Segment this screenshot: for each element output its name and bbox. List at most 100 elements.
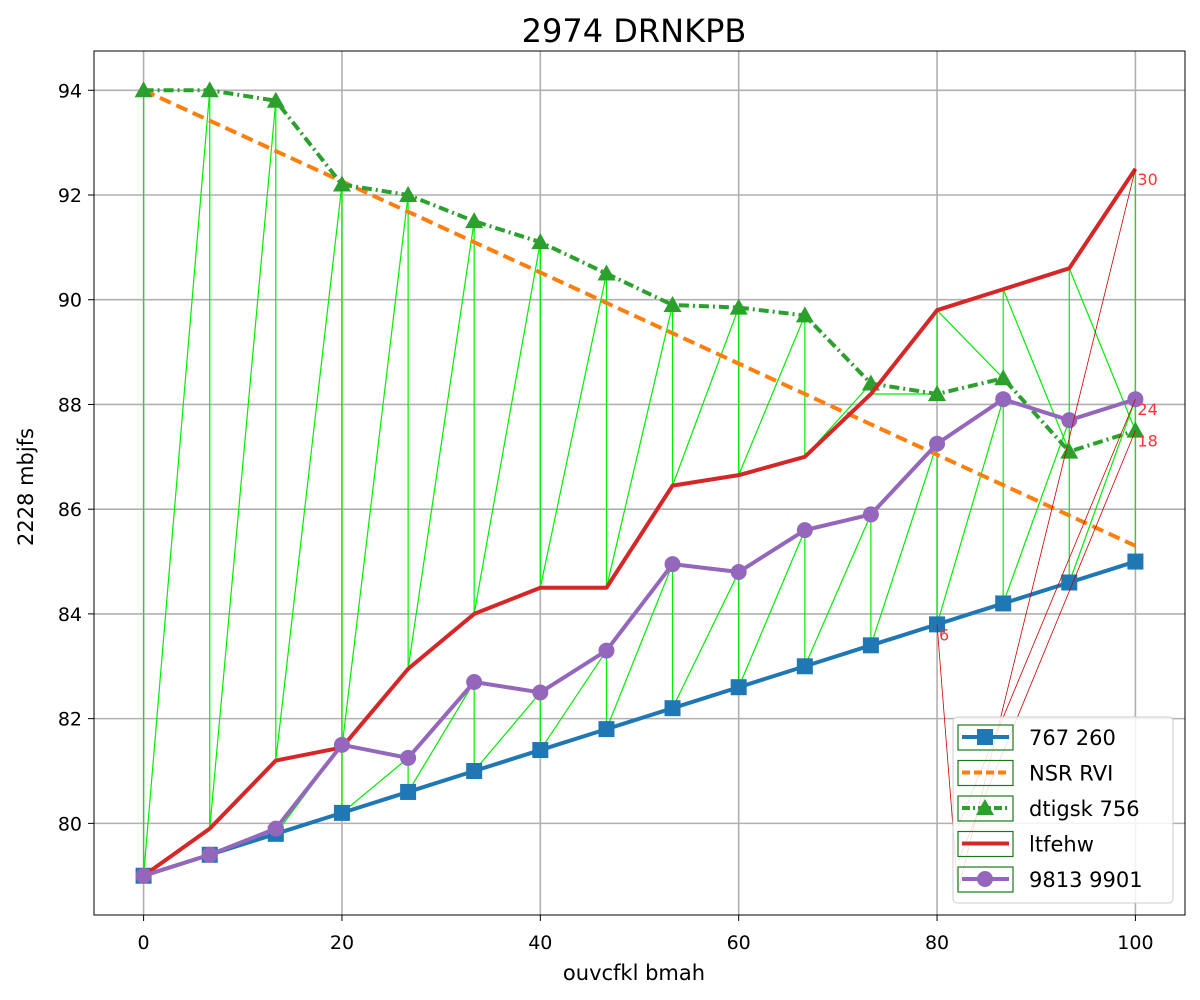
data-point <box>465 212 484 229</box>
series-0 <box>135 553 1144 884</box>
connector-line <box>142 90 211 876</box>
data-point <box>929 435 946 452</box>
series-2 <box>134 81 1145 459</box>
legend-item: dtigsk 756 <box>957 795 1140 822</box>
connector-line <box>738 529 806 688</box>
data-point <box>532 684 549 701</box>
y-tick-label: 94 <box>58 80 82 102</box>
data-point <box>531 233 550 250</box>
data-point <box>399 186 418 202</box>
legend-swatch-frame <box>957 830 1014 858</box>
data-point <box>663 295 682 312</box>
plot-frame <box>93 50 1186 916</box>
series-layer <box>134 81 1145 884</box>
legend-swatch-frame <box>957 795 1014 822</box>
data-point <box>466 763 483 779</box>
y-tick-label: 84 <box>58 604 82 626</box>
data-point <box>862 506 879 523</box>
data-point <box>134 81 153 98</box>
legend: 767 260 NSR RVI dtigsk 756 ltfehw 9813 9901 <box>952 716 1174 904</box>
connector-line <box>1002 419 1070 604</box>
connector-line <box>605 563 674 730</box>
connector-line <box>275 184 343 761</box>
legend-swatch-frame <box>957 866 1014 893</box>
y-tick-label: 86 <box>58 499 82 521</box>
connector-line <box>671 307 740 486</box>
connector-line <box>209 100 277 829</box>
series-line <box>142 397 1137 878</box>
legend-item: ltfehw <box>957 830 1094 858</box>
chart-title: 2974 DRNKPB <box>522 12 747 50</box>
legend-marker <box>977 729 993 745</box>
data-point <box>796 522 813 539</box>
connector-line <box>473 692 541 772</box>
legend-marker <box>977 871 993 887</box>
data-point <box>135 867 152 884</box>
connector-line <box>936 399 1004 625</box>
data-point <box>267 820 284 837</box>
series-line <box>143 88 1137 454</box>
connector-line <box>738 315 806 476</box>
connector-line <box>671 571 740 709</box>
connector-line <box>1068 399 1136 583</box>
data-point <box>598 721 615 738</box>
x-tick-label: 40 <box>528 932 552 954</box>
data-point <box>995 595 1012 612</box>
connector-line <box>539 650 607 751</box>
connector-line <box>870 443 938 646</box>
data-point <box>333 736 350 753</box>
data-annotation: 6 <box>939 625 949 644</box>
series-4 <box>135 391 1144 884</box>
data-point <box>201 846 218 863</box>
legend-swatch-frame <box>957 724 1014 751</box>
connector-line <box>804 514 872 667</box>
data-point <box>332 175 351 192</box>
y-tick-label: 88 <box>58 394 82 416</box>
data-point <box>333 804 350 821</box>
legend-item: NSR RVI <box>957 759 1113 787</box>
connector-line <box>936 309 1004 379</box>
data-point <box>795 306 814 323</box>
connector-line <box>1002 289 1070 452</box>
legend-label: NSR RVI <box>1029 762 1113 786</box>
data-point <box>1127 553 1144 570</box>
data-point <box>928 384 947 401</box>
data-point <box>400 783 417 800</box>
legend-swatch-frame <box>957 759 1014 787</box>
connector-line <box>341 757 409 814</box>
data-point <box>597 264 616 281</box>
series-line <box>142 559 1137 878</box>
legend-label: dtigsk 756 <box>1029 797 1140 821</box>
legend-label: ltfehw <box>1029 833 1094 857</box>
data-point <box>729 298 748 315</box>
data-point <box>862 637 879 654</box>
y-tick-label: 82 <box>58 709 82 731</box>
data-annotation: 30 <box>1137 170 1157 189</box>
data-point <box>796 658 813 675</box>
data-point <box>466 673 483 690</box>
series-1 <box>142 88 1137 548</box>
data-point <box>266 91 285 108</box>
x-tick-label: 100 <box>1117 932 1153 954</box>
tick-labels: 0 20 40 60 80 100 80 82 84 86 88 90 92 94 <box>58 80 1154 954</box>
y-axis-label: 2228 mbjfs <box>14 428 38 546</box>
connector-line <box>407 221 475 669</box>
data-annotation: 24 <box>1137 400 1157 419</box>
legend-label: 9813 9901 <box>1029 868 1143 892</box>
data-point <box>598 642 615 659</box>
data-point <box>200 81 219 98</box>
data-point <box>400 749 417 766</box>
legend-item: 767 260 <box>957 724 1116 751</box>
data-point <box>1061 412 1078 429</box>
connector-line <box>473 242 541 615</box>
legend-item: 9813 9901 <box>957 866 1143 893</box>
series-line <box>142 167 1138 878</box>
data-point <box>1126 421 1145 438</box>
connector-line <box>539 273 608 588</box>
data-point <box>730 564 747 581</box>
x-tick-label: 80 <box>925 932 949 954</box>
data-point <box>664 700 681 717</box>
legend-marker <box>976 799 994 815</box>
data-point <box>995 391 1012 408</box>
